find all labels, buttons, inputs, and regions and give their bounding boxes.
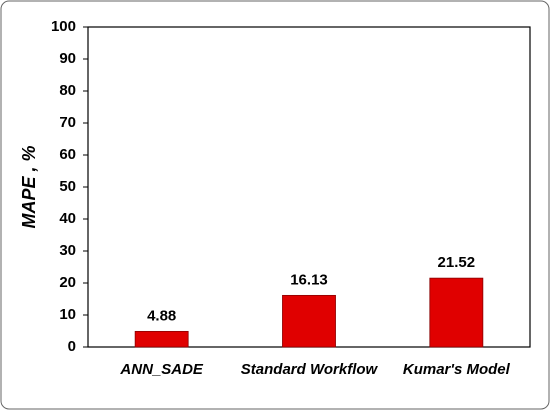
- y-tick-label: 90: [59, 50, 76, 67]
- x-tick-label: Standard Workflow: [241, 361, 379, 378]
- y-tick-label: 50: [59, 178, 76, 195]
- value-label: 21.52: [438, 254, 476, 271]
- y-tick-label: 20: [59, 274, 76, 291]
- value-label: 16.13: [290, 271, 328, 288]
- y-tick-label: 0: [68, 338, 76, 355]
- y-tick-label: 10: [59, 306, 76, 323]
- y-tick-label: 100: [51, 18, 76, 35]
- y-tick-label: 60: [59, 146, 76, 163]
- y-tick-label: 80: [59, 82, 76, 99]
- y-axis-label: MAPE , %: [19, 145, 39, 228]
- y-tick-label: 40: [59, 210, 76, 227]
- bar: [282, 294, 336, 348]
- bar: [134, 330, 189, 348]
- value-label: 4.88: [147, 307, 176, 324]
- x-tick-label: ANN_SADE: [119, 361, 204, 378]
- bar: [429, 277, 484, 348]
- y-tick-label: 30: [59, 242, 76, 259]
- x-tick-label: Kumar's Model: [403, 361, 511, 378]
- y-tick-label: 70: [59, 114, 76, 131]
